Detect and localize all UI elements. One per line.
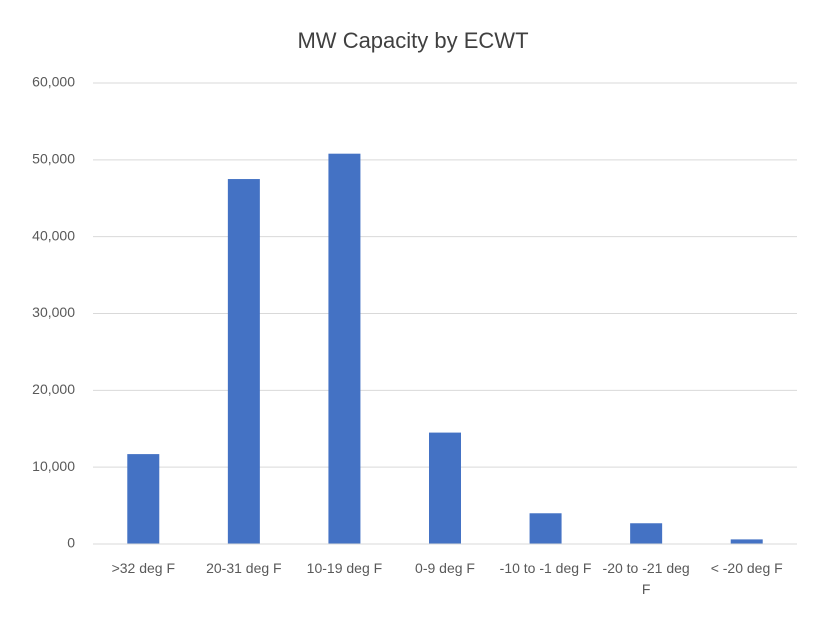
x-tick-label: < -20 deg F: [711, 560, 783, 576]
x-tick-label: -20 to -21 deg F: [603, 560, 690, 597]
bar: [227, 179, 260, 544]
bar: [328, 153, 361, 545]
bar: [127, 454, 160, 544]
bar: [630, 523, 663, 544]
y-tick-label: 30,000: [32, 304, 75, 320]
y-tick-label: 50,000: [32, 151, 75, 167]
x-tick-label: 10-19 deg F: [307, 560, 383, 576]
y-tick-label: 40,000: [32, 227, 75, 243]
bar: [529, 513, 562, 544]
y-tick-label: 0: [67, 535, 75, 551]
x-tick-label: >32 deg F: [112, 560, 175, 576]
x-tick-label: -10 to -1 deg F: [500, 560, 592, 576]
y-tick-label: 10,000: [32, 458, 75, 474]
x-tick-label: 20-31 deg F: [206, 560, 282, 576]
x-tick-label: 0-9 deg F: [415, 560, 475, 576]
y-tick-label: 20,000: [32, 381, 75, 397]
bar: [429, 432, 461, 544]
chart-title: MW Capacity by ECWT: [297, 28, 528, 53]
y-tick-label: 60,000: [32, 74, 75, 90]
bar: [730, 539, 763, 544]
